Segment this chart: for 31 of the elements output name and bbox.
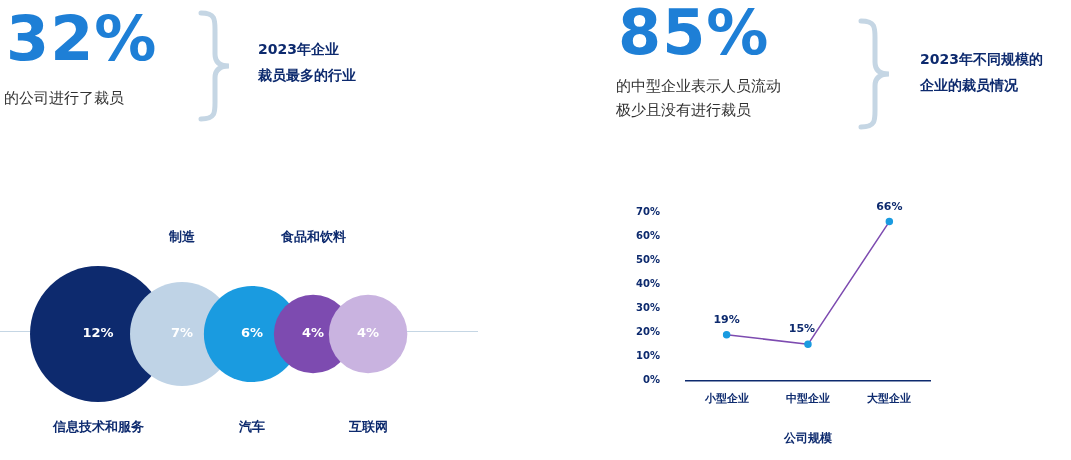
y-tick-label: 20% [636,325,660,337]
y-tick-label: 50% [636,253,660,265]
y-tick-label: 10% [636,349,660,361]
text: 2023年企业裁员最多的行业 [258,40,357,85]
category-label: 互联网 [347,419,388,435]
text: 85% [618,0,770,69]
x-tick-label: 中型企业 [785,391,830,405]
text: 32% [6,2,158,75]
y-tick-label: 0% [642,373,660,385]
text: 66% [876,199,903,213]
data-label: 6% [240,325,264,341]
x-tick-label: 小型企业 [703,391,749,405]
x-axis-title: 公司规模 [782,430,832,445]
category-label: 信息技术和服务 [51,419,144,435]
category-label: 食品和饮料 [279,229,346,245]
category-label: 汽车 [237,419,265,435]
data-label: 12% [82,325,114,341]
y-tick-label: 30% [636,301,660,313]
data-label: 4% [357,325,380,341]
text: 的中型企业表示人员流动极少且没有进行裁员 [616,76,782,121]
x-tick-label: 大型企业 [867,391,912,405]
text: 的公司进行了裁员 [4,88,125,109]
text: 15% [788,322,816,336]
y-tick-label: 70% [636,205,660,217]
data-label: 7% [170,325,193,341]
y-tick-label: 40% [636,277,660,289]
text: 2023年不同规模的企业的裁员情况 [920,50,1044,95]
data-label: 4% [302,325,325,341]
category-label: 制造 [167,229,196,245]
text: 19% [713,312,740,326]
y-tick-label: 60% [636,229,660,241]
